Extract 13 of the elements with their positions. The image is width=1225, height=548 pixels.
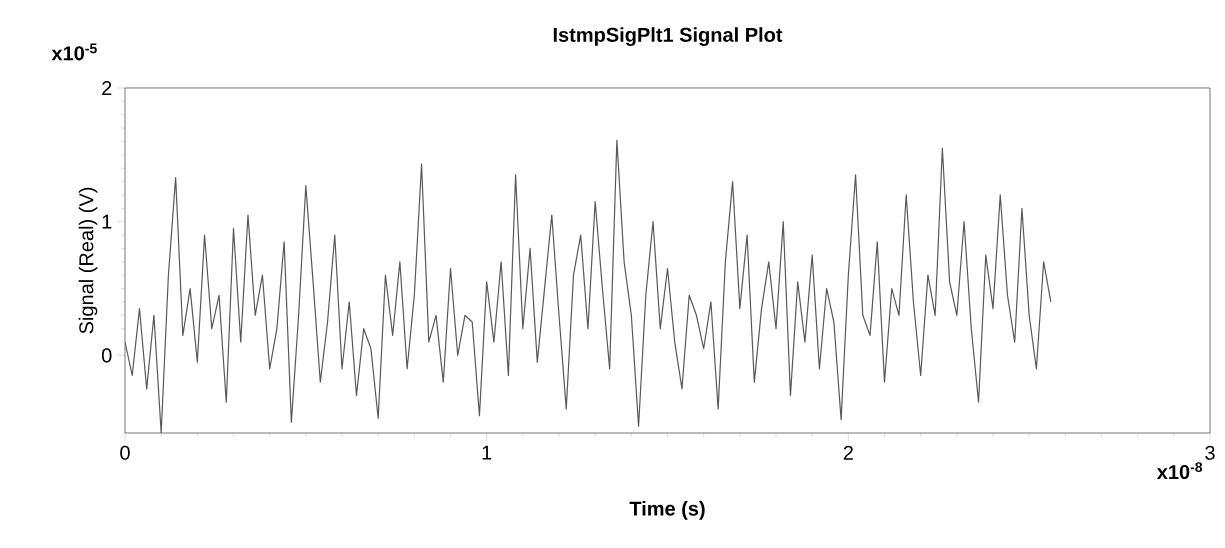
text: x10$^{-8}$ (1156, 462, 1203, 480)
y-tick-label: 1 (102, 214, 112, 229)
x-axis-title: Time (s) (629, 501, 705, 520)
x-tick-label: 0 (120, 445, 130, 460)
chart-title: IstmpSigPlt1 Signal Plot (553, 27, 783, 46)
text: x10$^{-5}$ (51, 43, 97, 61)
y-tick-label: 0 (101, 348, 112, 363)
y-axis-title: Signal (Real) (V) (78, 187, 98, 334)
x-tick-label: 3 (1205, 445, 1215, 460)
x-tick-label: 1 (482, 445, 492, 460)
line-series (125, 139, 1052, 433)
y-tick-label: 2 (102, 81, 112, 95)
x-tick-label: 2 (843, 445, 853, 460)
